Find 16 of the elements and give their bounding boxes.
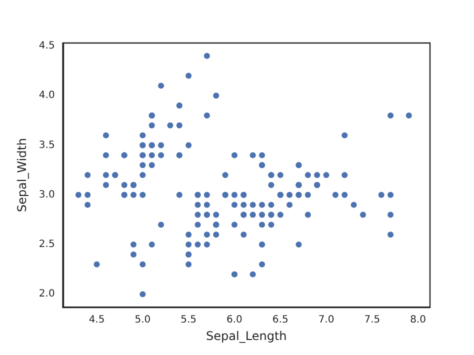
- y-tick-label: 2.0: [38, 288, 55, 300]
- x-axis-title: Sepal_Length: [206, 329, 287, 343]
- x-tick-label: 5.0: [134, 314, 151, 326]
- y-axis-title: Sepal_Width: [15, 138, 29, 212]
- x-tick-label: 6.5: [272, 314, 288, 326]
- x-tick-label: 7.0: [318, 314, 334, 326]
- x-tick-label: 6.0: [226, 314, 242, 326]
- x-tick-label: 4.5: [88, 314, 105, 326]
- x-tick-label: 7.5: [364, 314, 380, 326]
- y-tick-label: 4.0: [38, 90, 55, 102]
- x-tick-label: 8.0: [410, 314, 426, 326]
- y-tick-label: 3.0: [38, 189, 55, 200]
- y-tick-label: 3.5: [38, 140, 55, 151]
- y-tick-label: 4.5: [38, 40, 55, 52]
- x-tick-label: 5.5: [180, 314, 197, 326]
- y-tick-label: 2.5: [38, 239, 55, 250]
